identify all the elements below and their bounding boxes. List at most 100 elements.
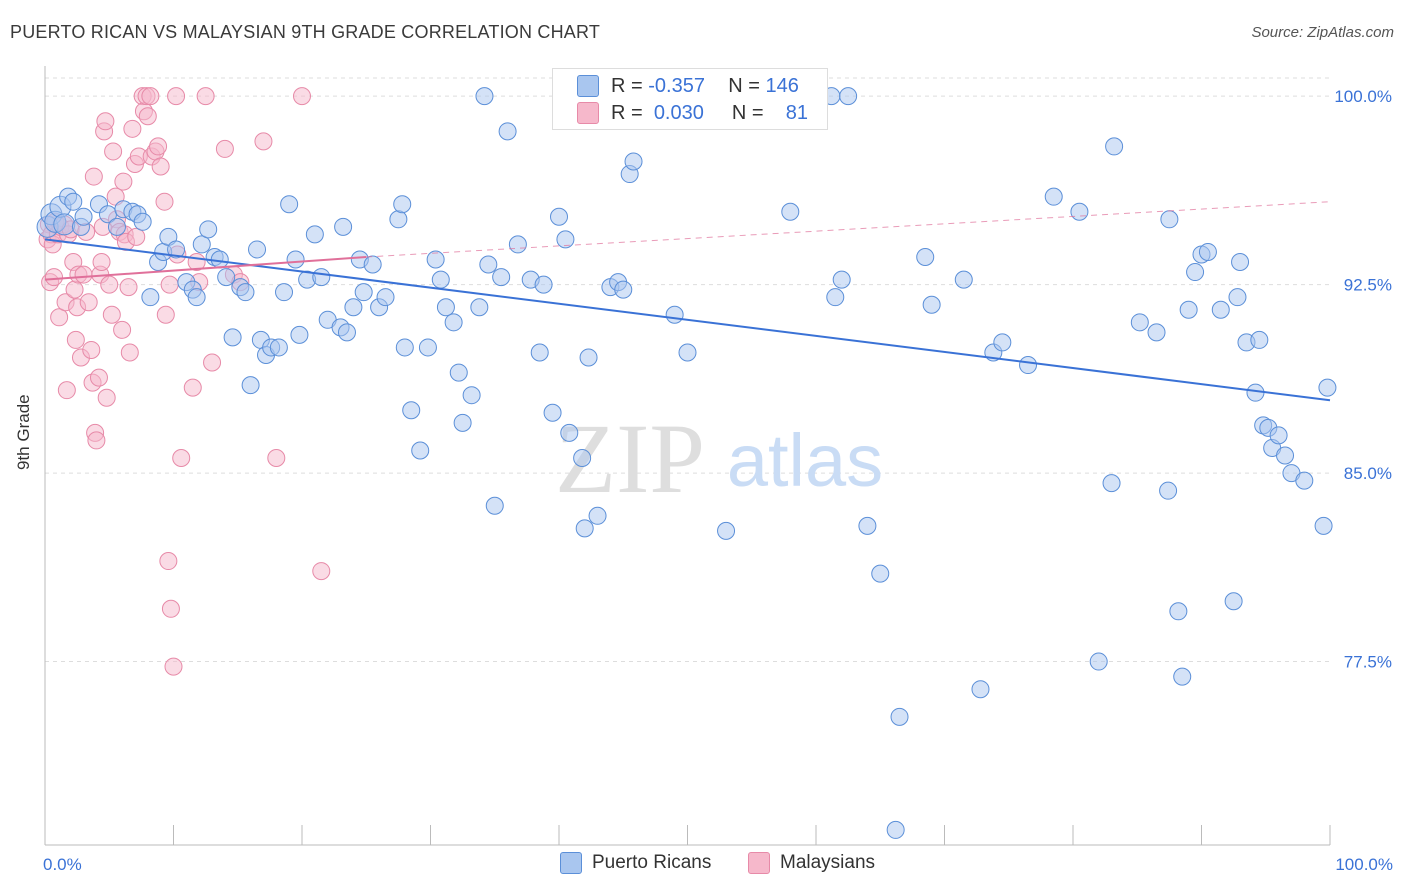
puerto-rican-point (1269, 426, 1288, 445)
puerto-rican-point (479, 255, 498, 274)
puerto-rican-point (223, 328, 242, 347)
puerto-rican-point (337, 323, 356, 342)
puerto-rican-point (573, 449, 592, 468)
puerto-rican-point (210, 250, 229, 269)
puerto-rican-point (993, 333, 1012, 352)
puerto-rican-point (890, 707, 909, 726)
malaysian-point (203, 353, 222, 372)
legend-row-puerto-ricans: R = -0.357 N = 146 (577, 73, 799, 99)
puerto-rican-point (1102, 474, 1121, 493)
puerto-rican-point (1314, 516, 1333, 535)
legend-item-puerto-ricans: Puerto Ricans (560, 852, 711, 874)
puerto-rican-point (781, 202, 800, 221)
puerto-rican-point (53, 213, 76, 236)
puerto-rican-point (543, 403, 562, 422)
malaysian-point (159, 552, 178, 571)
puerto-rican-point (217, 268, 236, 287)
trend-lines (44, 201, 1331, 402)
puerto-rican-point (1089, 652, 1108, 671)
r-value: 0.030 (653, 101, 704, 124)
puerto-rican-point (305, 225, 324, 244)
puerto-rican-point (334, 217, 353, 236)
malaysian-point (196, 87, 215, 106)
malaysian-point (102, 305, 121, 324)
malaysian-point (312, 562, 331, 581)
puerto-rican-point (1105, 137, 1124, 156)
puerto-rican-point (426, 250, 445, 269)
malaysian-point (100, 275, 119, 294)
puerto-rican-point (556, 230, 575, 249)
malaysian-point (160, 275, 179, 294)
puerto-rican-point (290, 325, 309, 344)
puerto-rican-point (1246, 383, 1265, 402)
x-tick-label: 0.0% (43, 855, 82, 874)
puerto-rican-point (363, 255, 382, 274)
malaysian-point (66, 330, 85, 349)
malaysians-points (38, 87, 331, 676)
legend-label: Puerto Ricans (592, 852, 712, 873)
malaysian-point (183, 378, 202, 397)
malaysian-point (167, 87, 186, 106)
puerto-rican-point (418, 338, 437, 357)
puerto-rican-point (344, 298, 363, 317)
malaysian-point (149, 137, 168, 156)
puerto-ricans-trend-line (44, 238, 1331, 402)
x-tick-label: 100.0% (1335, 855, 1393, 874)
watermark: ZIP atlas (555, 403, 883, 514)
malaysian-point (114, 172, 133, 191)
puerto-rican-point (187, 288, 206, 307)
malaysian-point (74, 265, 93, 284)
malaysian-point (293, 87, 311, 106)
puerto-rican-point (376, 288, 395, 307)
malaysian-point (84, 167, 103, 186)
puerto-rican-point (1211, 300, 1230, 319)
puerto-rican-point (550, 207, 568, 226)
malaysian-point (172, 449, 191, 468)
puerto-rican-point (1318, 378, 1337, 397)
malaysian-point (141, 87, 160, 106)
y-tick-label: 100.0% (1334, 87, 1392, 106)
malaysian-point (123, 119, 142, 138)
puerto-rican-point (236, 283, 255, 302)
puerto-rican-point (530, 343, 549, 362)
puerto-rican-point (1159, 481, 1178, 500)
stats-legend: R = -0.357 N = 146 R = 0.030 N = 81 (552, 68, 828, 130)
puerto-rican-point (141, 288, 160, 307)
puerto-rican-point (64, 192, 83, 211)
malaysian-point (120, 343, 139, 362)
puerto-rican-point (1173, 667, 1192, 686)
puerto-rican-point (269, 338, 288, 357)
r-value: -0.357 (648, 74, 705, 97)
puerto-rican-point (839, 87, 858, 106)
malaysian-point (92, 253, 111, 272)
puerto-rican-point (1186, 263, 1205, 282)
malaysian-point (161, 599, 180, 618)
puerto-rican-point (275, 283, 294, 302)
legend-row-malaysians: R = 0.030 N = 81 (577, 100, 808, 126)
puerto-rican-point (192, 235, 211, 254)
malaysian-point (96, 112, 115, 131)
malaysian-point (156, 305, 175, 324)
blue-swatch (560, 852, 582, 874)
blue-swatch (577, 75, 599, 97)
puerto-rican-point (508, 235, 527, 254)
n-value: 81 (785, 101, 808, 124)
puerto-rican-point (498, 122, 517, 141)
malaysian-point (151, 157, 170, 176)
malaysian-point (89, 368, 108, 387)
puerto-rican-point (389, 210, 408, 229)
puerto-rican-point (167, 240, 186, 259)
pink-swatch (577, 102, 599, 124)
puerto-rican-point (1198, 242, 1217, 261)
puerto-rican-point (492, 268, 511, 287)
malaysian-point (87, 431, 106, 450)
puerto-rican-point (286, 250, 305, 269)
puerto-rican-point (470, 298, 489, 317)
tick-labels: 77.5% 85.0% 92.5% 100.0% 0.0% 100.0% (43, 87, 1393, 874)
puerto-rican-point (354, 283, 373, 302)
puerto-rican-point (485, 496, 504, 515)
malaysian-point (119, 278, 138, 297)
puerto-rican-point (280, 195, 299, 214)
puerto-rican-point (832, 270, 851, 289)
puerto-rican-point (826, 288, 845, 307)
